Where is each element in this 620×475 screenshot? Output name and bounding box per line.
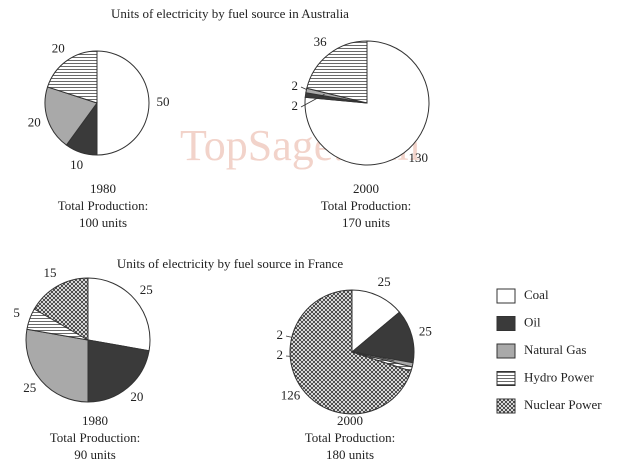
slice-label: 2 <box>277 327 284 342</box>
pie-slice <box>96 50 150 156</box>
slice-label: 20 <box>52 41 65 56</box>
pie-total: 90 units <box>74 447 116 462</box>
pie-caption: Total Production: <box>305 430 395 445</box>
pie-total: 180 units <box>326 447 374 462</box>
slice-label: 25 <box>378 274 391 289</box>
slice-label: 20 <box>130 389 143 404</box>
pie-slice <box>44 86 98 146</box>
pie-caption: Total Production: <box>321 198 411 213</box>
slice-label: 126 <box>281 388 301 403</box>
pie-slice <box>33 277 89 341</box>
slice-label: 2 <box>292 98 299 113</box>
legend-swatch <box>496 316 516 331</box>
pie-year: 1980 <box>82 413 108 428</box>
slice-label: 15 <box>44 265 57 280</box>
pie-year: 2000 <box>353 181 379 196</box>
slice-label: 5 <box>13 305 20 320</box>
slice-label: 50 <box>157 94 170 109</box>
pie-slice <box>46 50 98 104</box>
chart-title: Units of electricity by fuel source in F… <box>117 256 344 271</box>
slice-label: 25 <box>140 282 153 297</box>
pie-year: 1980 <box>90 181 116 196</box>
pie-slice <box>289 289 412 415</box>
legend-label: Natural Gas <box>524 342 586 357</box>
slice-label: 10 <box>70 157 83 172</box>
legend-label: Nuclear Power <box>524 397 602 412</box>
legend-swatch <box>496 398 516 414</box>
leader-line <box>300 93 325 108</box>
pie-total: 100 units <box>79 215 127 230</box>
chart-title: Units of electricity by fuel source in A… <box>111 6 349 21</box>
slice-label: 130 <box>408 150 428 165</box>
slice-label: 2 <box>277 347 284 362</box>
slice-label: 25 <box>23 380 36 395</box>
slice-label: 2 <box>292 78 299 93</box>
pie-slice <box>350 311 415 364</box>
slice-label: 36 <box>314 34 328 49</box>
pie-year: 2000 <box>337 413 363 428</box>
pie-slice <box>87 277 151 352</box>
legend-swatch <box>496 371 516 386</box>
pie-slice <box>25 328 89 403</box>
slice-label: 20 <box>28 114 41 129</box>
pie-slice <box>306 40 368 104</box>
legend-label: Oil <box>524 314 541 329</box>
legend-swatch <box>496 343 516 359</box>
pie-total: 170 units <box>342 215 390 230</box>
legend-label: Coal <box>524 287 549 302</box>
pie-caption: Total Production: <box>50 430 140 445</box>
legend-swatch <box>496 288 516 304</box>
pie-slice <box>351 289 401 354</box>
slice-label: 25 <box>419 323 432 338</box>
pie-slice <box>87 339 150 403</box>
legend-label: Hydro Power <box>524 369 594 384</box>
pie-caption: Total Production: <box>58 198 148 213</box>
